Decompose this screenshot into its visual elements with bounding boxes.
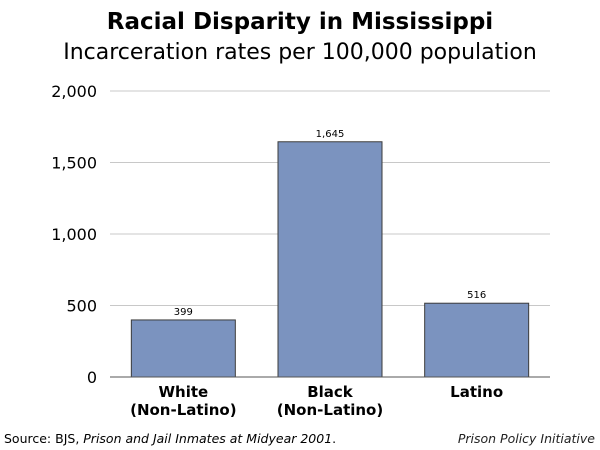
y-tick-label: 1,000 [51, 225, 97, 244]
x-tick-label: (Non-Latino) [277, 401, 383, 419]
chart-subtitle: Incarceration rates per 100,000 populati… [63, 40, 537, 65]
x-tick-label: White [158, 383, 208, 401]
source-suffix: . [332, 431, 337, 446]
bar-chart: 05001,0001,5002,000399White(Non-Latino)1… [51, 82, 550, 419]
source-note: Source: BJS, Prison and Jail Inmates at … [4, 431, 336, 447]
x-tick-label: (Non-Latino) [130, 401, 236, 419]
x-tick-label: Latino [450, 383, 503, 401]
bar [424, 302, 530, 378]
source-publication: Prison and Jail Inmates at Midyear 2001 [83, 431, 333, 446]
y-tick-label: 0 [87, 368, 97, 387]
x-tick-label: Black [307, 383, 354, 401]
data-label: 399 [174, 307, 193, 318]
chart-title: Racial Disparity in Mississippi [106, 9, 494, 35]
y-tick-label: 2,000 [51, 82, 97, 101]
data-label: 1,645 [316, 129, 345, 140]
credit-note: Prison Policy Initiative [457, 431, 595, 446]
source-prefix: Source: BJS, [4, 431, 84, 446]
y-tick-label: 1,500 [51, 154, 97, 173]
y-tick-label: 500 [66, 297, 97, 316]
bar [130, 319, 236, 378]
data-label: 516 [467, 290, 486, 301]
bar [277, 141, 383, 378]
